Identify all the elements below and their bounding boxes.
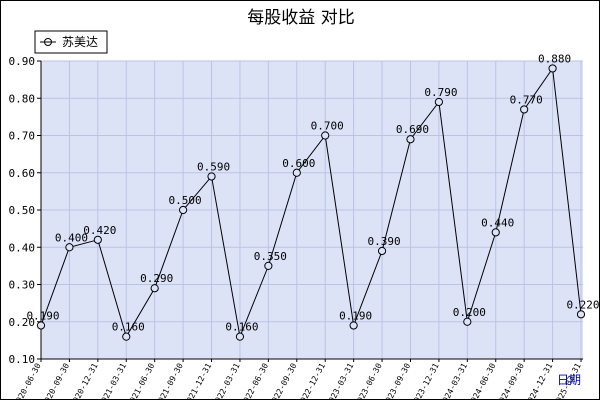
data-label: 0.190 bbox=[339, 309, 372, 322]
x-tick-label: 2024-06-30 bbox=[467, 362, 498, 399]
data-label: 0.790 bbox=[424, 86, 457, 99]
data-point bbox=[122, 332, 131, 341]
y-tick-label: 0.30 bbox=[9, 279, 36, 292]
data-point bbox=[264, 261, 273, 270]
y-tick-label: 0.40 bbox=[9, 241, 36, 254]
data-label: 0.700 bbox=[311, 120, 344, 133]
data-label: 0.290 bbox=[140, 272, 173, 285]
legend: 苏美达 bbox=[34, 30, 108, 54]
x-tick-label: 2023-03-31 bbox=[325, 362, 356, 399]
data-label: 0.690 bbox=[396, 123, 429, 136]
data-point bbox=[491, 228, 500, 237]
x-tick-label: 2023-06-30 bbox=[353, 362, 384, 399]
data-label: 0.190 bbox=[26, 309, 59, 322]
data-point bbox=[548, 64, 557, 73]
data-label: 0.500 bbox=[169, 194, 202, 207]
y-tick-label: 0.50 bbox=[9, 204, 36, 217]
y-tick-label: 0.20 bbox=[9, 316, 36, 329]
data-point bbox=[235, 332, 245, 341]
data-label: 0.160 bbox=[112, 321, 145, 334]
data-label: 0.350 bbox=[254, 250, 287, 263]
data-label: 0.880 bbox=[538, 52, 571, 65]
y-axis-ticks: 0.10 0.20 0.30 0.40 0.50 0.60 0.70 0.80 0.90 bbox=[9, 55, 41, 366]
x-tick-label: 2022-06-30 bbox=[240, 362, 271, 399]
x-axis-name: 日期 bbox=[557, 373, 581, 387]
data-point bbox=[36, 321, 46, 330]
data-label: 0.160 bbox=[225, 321, 258, 334]
x-tick-label: 2021-03-31 bbox=[97, 362, 128, 399]
legend-box bbox=[34, 30, 108, 54]
x-tick-label: 2023-12-31 bbox=[410, 362, 441, 399]
legend-marker-swatch bbox=[44, 38, 52, 46]
x-tick-label: 2020-06-30 bbox=[12, 362, 43, 399]
data-label: 0.600 bbox=[282, 157, 315, 170]
y-tick-label: 0.10 bbox=[9, 353, 36, 366]
data-label: 0.590 bbox=[197, 160, 230, 173]
data-label: 0.440 bbox=[481, 216, 514, 229]
x-tick-label: 2022-03-31 bbox=[211, 362, 242, 399]
legend-label: 苏美达 bbox=[62, 35, 98, 49]
data-point bbox=[93, 235, 102, 244]
chart-title: 每股收益 对比 bbox=[247, 8, 354, 28]
data-label: 0.400 bbox=[55, 231, 88, 244]
x-tick-label: 2024-12-31 bbox=[524, 362, 555, 399]
data-point bbox=[406, 135, 415, 144]
data-label: 0.390 bbox=[367, 235, 400, 248]
data-label: 0.770 bbox=[510, 93, 543, 106]
x-tick-label: 2020-09-30 bbox=[41, 362, 72, 399]
data-point bbox=[434, 97, 443, 107]
series-line bbox=[40, 67, 582, 339]
data-point bbox=[207, 172, 216, 181]
data-point bbox=[377, 246, 387, 256]
data-point bbox=[65, 243, 74, 252]
data-label: 0.220 bbox=[566, 298, 599, 311]
x-tick-label: 2021-09-30 bbox=[154, 362, 185, 399]
data-point bbox=[150, 284, 159, 293]
data-label: 0.200 bbox=[453, 306, 486, 319]
data-point bbox=[520, 105, 529, 114]
data-point bbox=[179, 205, 188, 215]
x-tick-label: 2022-09-30 bbox=[268, 362, 299, 399]
x-tick-label: 2021-06-30 bbox=[126, 362, 157, 399]
data-point bbox=[321, 131, 330, 140]
x-tick-label: 2022-12-31 bbox=[296, 362, 327, 399]
x-tick-label: 2020-12-31 bbox=[69, 362, 100, 399]
y-tick-label: 0.90 bbox=[9, 55, 36, 68]
data-point bbox=[292, 168, 301, 177]
x-tick-label: 2024-03-31 bbox=[439, 362, 470, 399]
x-tick-label: 2023-09-30 bbox=[382, 362, 413, 399]
data-point bbox=[463, 317, 472, 326]
y-tick-label: 0.60 bbox=[9, 167, 36, 180]
x-tick-label: 2021-12-31 bbox=[183, 362, 214, 399]
x-axis-ticks: 2020-06-302020-09-302020-12-312021-03-31… bbox=[12, 359, 583, 399]
data-label: 0.420 bbox=[83, 224, 116, 237]
y-tick-label: 0.80 bbox=[9, 92, 36, 105]
x-tick-label: 2024-09-30 bbox=[495, 362, 526, 399]
data-point bbox=[576, 310, 586, 319]
y-tick-label: 0.70 bbox=[9, 130, 36, 143]
data-point bbox=[349, 321, 358, 330]
